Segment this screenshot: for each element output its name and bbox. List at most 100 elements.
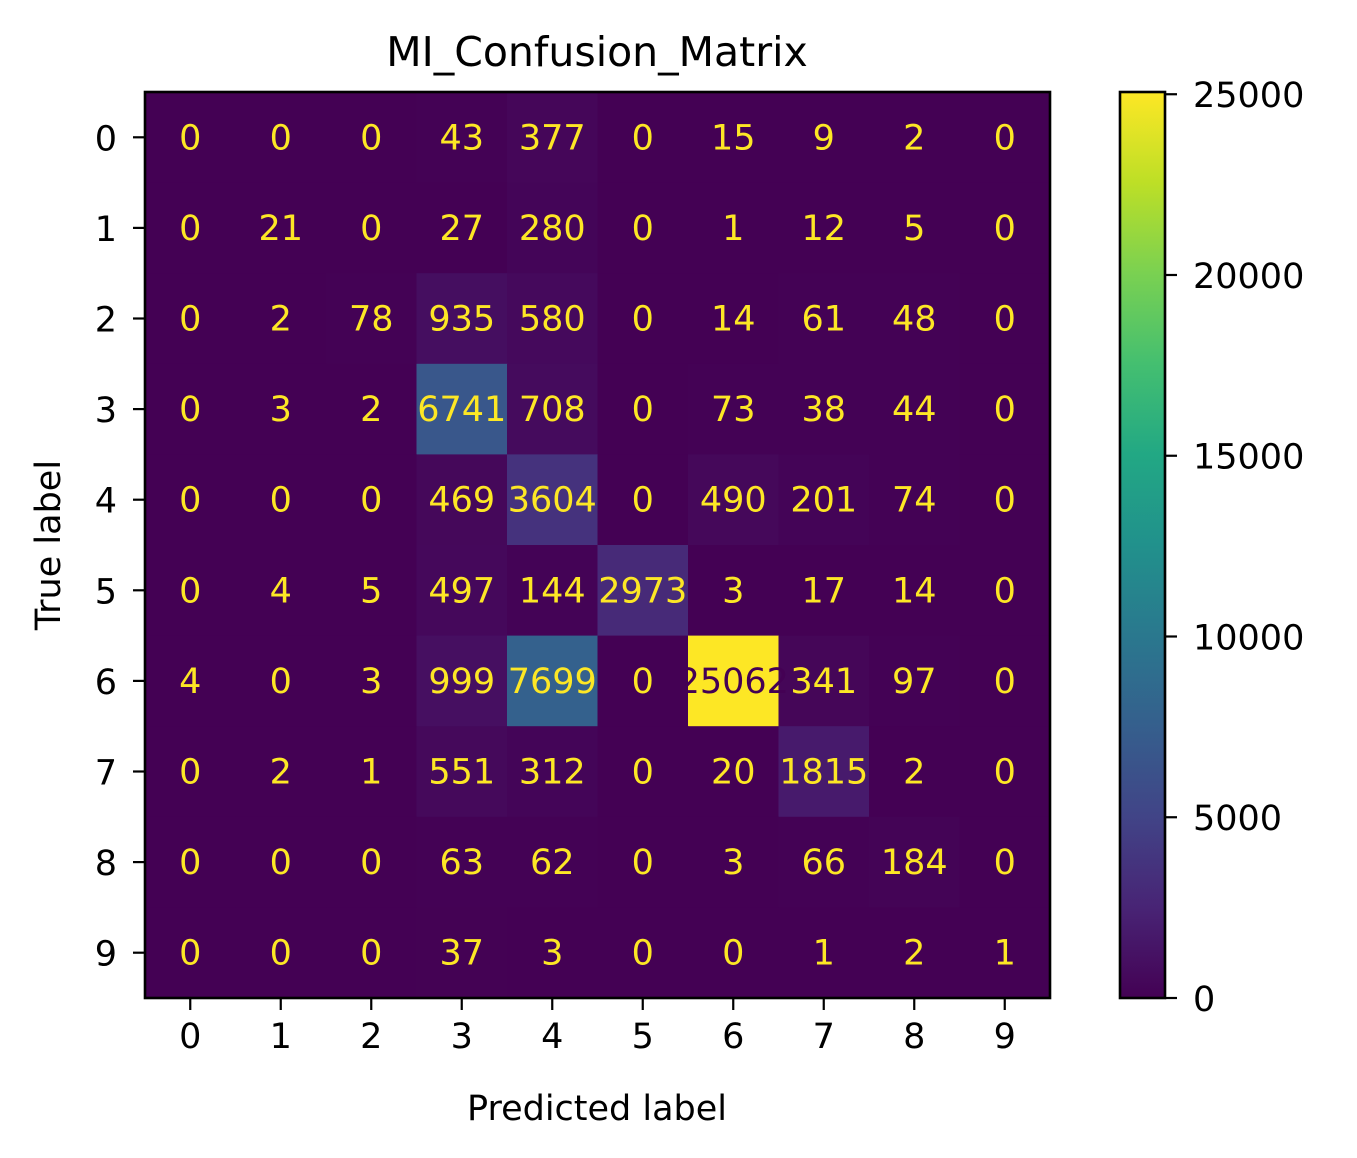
heatmap-cell: [416, 635, 508, 727]
heatmap-cell: [145, 182, 236, 274]
cell-value-label: 1: [813, 934, 835, 974]
heatmap-cell: [416, 273, 508, 365]
x-tick-label: 4: [541, 1017, 563, 1057]
cell-value-label: 341: [790, 662, 857, 702]
heatmap-cell: [959, 907, 1051, 999]
cell-value-label: 12: [801, 209, 846, 249]
heatmap-cell: [145, 454, 236, 546]
cell-value-label: 0: [994, 753, 1016, 793]
heatmap-cell: [235, 92, 327, 184]
cell-value-label: 74: [892, 481, 937, 521]
heatmap-cell: [597, 273, 689, 365]
heatmap-cell: [869, 816, 960, 908]
x-tick-label: 5: [632, 1017, 654, 1057]
heatmap-cell: [597, 182, 689, 274]
y-tick-label: 4: [95, 482, 117, 522]
cell-value-label: 0: [994, 118, 1016, 158]
cell-value-label: 0: [632, 300, 654, 340]
colorbar-tick-label: 5000: [1193, 799, 1282, 839]
colorbar: [1118, 90, 1167, 1000]
heatmap-cell: [869, 273, 960, 365]
y-tick-label: 2: [95, 301, 117, 341]
y-tick-label: 1: [95, 210, 117, 250]
cell-value-label: 580: [519, 300, 586, 340]
heatmap-cell: [326, 182, 417, 274]
cell-value-label: 280: [519, 209, 586, 249]
cell-value-label: 0: [179, 118, 201, 158]
cell-value-label: 27: [439, 209, 484, 249]
heatmap-cell: [688, 545, 779, 637]
heatmap-cell: [507, 182, 598, 274]
cell-value-label: 0: [632, 118, 654, 158]
colorbar-tick-label: 10000: [1193, 618, 1304, 658]
heatmap-cell: [597, 454, 689, 546]
heatmap-cell: [778, 92, 870, 184]
cell-value-label: 0: [994, 843, 1016, 883]
cell-value-label: 2: [360, 390, 382, 430]
cell-value-label: 73: [711, 390, 756, 430]
cell-value-label: 0: [994, 300, 1016, 340]
x-tick-label: 8: [903, 1017, 925, 1057]
cell-value-label: 0: [270, 934, 292, 974]
cell-value-label: 43: [439, 118, 484, 158]
heatmap-cell: [959, 363, 1051, 455]
cell-value-label: 2: [903, 753, 925, 793]
x-tick-label: 2: [360, 1017, 382, 1057]
x-tick-label: 9: [994, 1017, 1016, 1057]
heatmap-cell: [959, 273, 1051, 365]
heatmap-cell: [688, 363, 779, 455]
cell-value-label: 0: [179, 209, 201, 249]
heatmap-cell: [778, 273, 870, 365]
heatmap-cell: [235, 635, 327, 727]
cell-value-label: 38: [801, 390, 846, 430]
cell-value-label: 2: [270, 753, 292, 793]
cell-value-label: 0: [994, 209, 1016, 249]
cell-value-label: 0: [179, 300, 201, 340]
cell-value-label: 708: [519, 390, 586, 430]
cell-value-label: 0: [179, 934, 201, 974]
heatmap-cell: [326, 635, 417, 727]
cell-value-label: 3: [360, 662, 382, 702]
cell-value-label: 1: [360, 753, 382, 793]
heatmap-cell: [688, 454, 779, 546]
cell-value-label: 3604: [508, 481, 597, 521]
heatmap-cell: [235, 363, 327, 455]
cell-value-label: 0: [360, 118, 382, 158]
heatmap-cell: [145, 363, 236, 455]
cell-value-label: 0: [632, 390, 654, 430]
heatmap-cell: [959, 635, 1051, 727]
heatmap-cell: [235, 726, 327, 818]
heatmap-cell: [326, 273, 417, 365]
heatmap-cell: [778, 545, 870, 637]
heatmap-cell: [507, 454, 598, 546]
y-axis-ticks: 0 1 2 3 4 5 6 7 8 9: [95, 119, 145, 975]
heatmap-cell: [959, 454, 1051, 546]
cell-value-label: 0: [270, 662, 292, 702]
heatmap-cell: [688, 816, 779, 908]
cell-value-label: 97: [892, 662, 937, 702]
cell-value-label: 0: [632, 934, 654, 974]
heatmap-cell: [235, 273, 327, 365]
x-axis-ticks: 0 1 2 3 4 5 6 7 8 9: [179, 998, 1016, 1057]
cell-value-label: 0: [632, 209, 654, 249]
heatmap-cell: [597, 635, 689, 727]
cell-value-label: 4: [270, 571, 292, 611]
cell-value-label: 2973: [598, 571, 687, 611]
cell-value-label: 61: [801, 300, 846, 340]
heatmap-cell: [507, 363, 598, 455]
heatmap-cell: [507, 545, 598, 637]
heatmap-cell: [869, 454, 960, 546]
cell-value-label: 201: [790, 481, 857, 521]
heatmap-cell: [597, 92, 689, 184]
heatmap-cell: [869, 363, 960, 455]
heatmap-cell: [416, 726, 508, 818]
heatmap-cell: [416, 182, 508, 274]
cell-value-label: 0: [179, 753, 201, 793]
heatmap-cell: [235, 907, 327, 999]
heatmap-cell: [235, 816, 327, 908]
heatmap-cell: [416, 907, 508, 999]
cell-value-label: 999: [428, 662, 495, 702]
cell-value-label: 0: [632, 481, 654, 521]
cell-value-label: 0: [270, 843, 292, 883]
heatmap-cell: [145, 273, 236, 365]
